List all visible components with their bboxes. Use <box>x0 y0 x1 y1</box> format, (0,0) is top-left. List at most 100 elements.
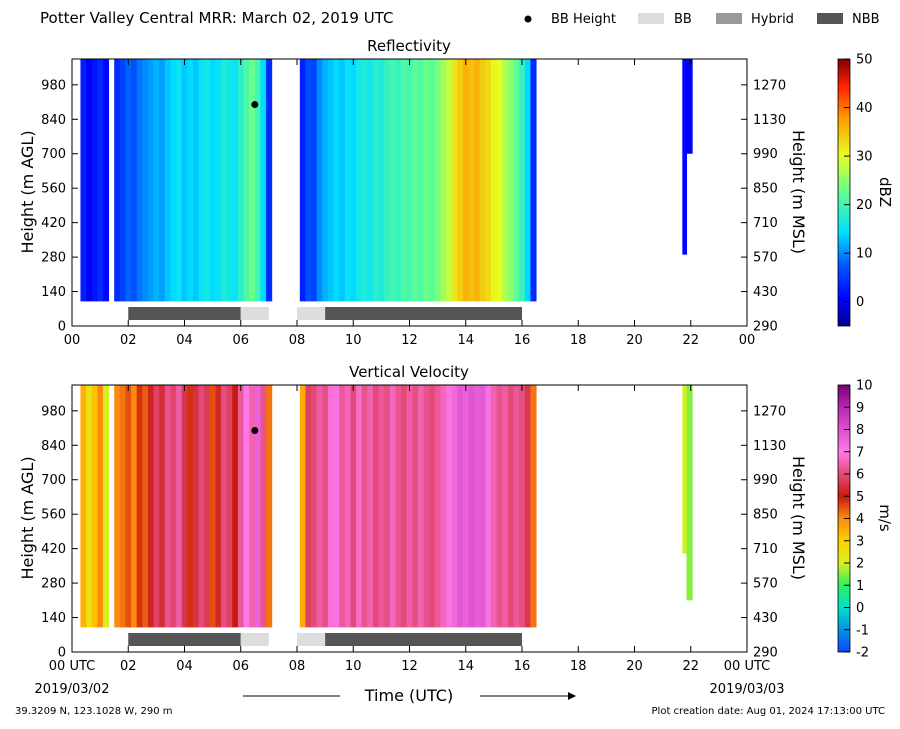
profile-column <box>423 59 430 302</box>
profile-column <box>114 59 121 302</box>
profile-column <box>496 385 503 628</box>
profile-column <box>524 59 531 302</box>
colorbar-tick-label: 20 <box>856 198 873 213</box>
profile-column <box>322 59 329 302</box>
legend-nbb-label: NBB <box>852 12 880 27</box>
profile-column <box>339 385 346 628</box>
profile-column <box>192 59 200 302</box>
legend-nbb-swatch <box>817 13 843 24</box>
reflectivity-ylabel-right: Height (m MSL) <box>789 130 808 254</box>
profile-column <box>215 385 222 628</box>
colorbar-tick-label: 0 <box>856 295 864 310</box>
profile-column <box>457 385 464 628</box>
profile-column <box>519 59 526 302</box>
x-tick-label: 00 <box>64 333 81 348</box>
bb-type-bar-nbb <box>128 633 241 646</box>
profile-column <box>384 385 391 628</box>
y-tick-label-msl: 570 <box>753 577 778 592</box>
profile-column <box>147 385 155 628</box>
y-tick-label-agl: 0 <box>58 646 66 661</box>
profile-column <box>266 59 273 302</box>
profile-column <box>429 385 436 628</box>
profile-column <box>125 385 132 628</box>
reflectivity-ylabel: Height (m AGL) <box>18 130 37 253</box>
profile-column <box>232 59 239 302</box>
profile-column <box>86 59 93 302</box>
legend-bb-label: BB <box>674 12 692 27</box>
legend-hybrid-swatch <box>716 13 742 24</box>
dbz-colorbar-ticks: 0 10 20 30 40 50 <box>844 53 873 310</box>
x-tick-label: 14 <box>457 333 474 348</box>
profile-column <box>266 385 273 628</box>
velocity-bb-height-marks <box>251 427 259 435</box>
colorbar-tick-label: -2 <box>856 646 869 661</box>
reflectivity-profiles <box>80 59 693 302</box>
velocity-ylabel: Height (m AGL) <box>18 456 37 579</box>
station-location: 39.3209 N, 123.1028 W, 290 m <box>15 706 173 717</box>
x-tick-label: 02 <box>120 659 137 674</box>
profile-column <box>221 385 228 628</box>
profile-column <box>254 385 261 628</box>
x-tick-label: 00 <box>739 333 756 348</box>
profile-column <box>367 59 374 302</box>
colorbar-tick-label: 7 <box>856 445 864 460</box>
profile-column <box>311 59 318 302</box>
profile-column <box>474 385 481 628</box>
profile-column <box>356 385 363 628</box>
bb-height-dot <box>251 427 259 435</box>
colorbar-tick-label: 6 <box>856 468 864 483</box>
profile-column <box>412 385 419 628</box>
y-tick-label-agl: 280 <box>41 251 66 266</box>
reflectivity-y-ticks-msl: 290 430 570 710 850 990 1130 1270 <box>741 78 786 335</box>
profile-column <box>327 385 335 628</box>
profile-column <box>496 59 503 302</box>
profile-column <box>474 59 481 302</box>
profile-column <box>164 59 171 302</box>
profile-column <box>440 385 447 628</box>
profile-column <box>682 59 688 255</box>
profile-column <box>164 385 171 628</box>
profile-column <box>192 385 200 628</box>
y-tick-label-msl: 430 <box>753 611 778 626</box>
profile-column <box>159 59 166 302</box>
profile-column <box>339 59 346 302</box>
profile-column <box>356 59 363 302</box>
profile-column <box>682 385 688 554</box>
profile-column <box>406 385 413 628</box>
x-tick-label: 10 <box>345 659 362 674</box>
profile-column <box>350 385 357 628</box>
profile-column <box>686 385 693 601</box>
legend: BB Height BB Hybrid NBB <box>524 12 880 27</box>
profile-column <box>412 59 419 302</box>
profile-column <box>417 385 425 628</box>
vertical-velocity-title: Vertical Velocity <box>349 363 469 381</box>
bb-type-bar-bb <box>297 633 326 646</box>
profile-column <box>446 385 453 628</box>
reflectivity-title: Reflectivity <box>367 37 451 55</box>
bb-height-dot <box>251 101 259 109</box>
profile-column <box>80 385 87 628</box>
profile-column <box>372 385 380 628</box>
reflectivity-bb-height-marks <box>251 101 259 109</box>
plot-creation-date: Plot creation date: Aug 01, 2024 17:13:0… <box>652 706 885 717</box>
profile-column <box>102 385 110 628</box>
legend-bb-height-label: BB Height <box>551 12 616 27</box>
velocity-y-ticks-msl: 290 430 570 710 850 990 1130 1270 <box>741 404 786 661</box>
profile-column <box>232 385 239 628</box>
vertical-velocity-panel: Vertical Velocity 0140280420560700840980… <box>18 363 894 674</box>
reflectivity-bb-type-bars <box>128 307 523 320</box>
profile-column <box>429 59 436 302</box>
y-tick-label-msl: 710 <box>753 542 778 557</box>
x-tick-label: 00 UTC <box>49 659 95 674</box>
y-tick-label-agl: 980 <box>41 404 66 419</box>
y-tick-label-msl: 1270 <box>753 404 786 419</box>
x-tick-label: 20 <box>626 333 643 348</box>
profile-column <box>468 385 475 628</box>
profile-column <box>91 59 98 302</box>
y-tick-label-agl: 980 <box>41 78 66 93</box>
profile-column <box>524 385 531 628</box>
profile-column <box>243 385 250 628</box>
profile-column <box>361 385 368 628</box>
colorbar-tick-label: 2 <box>856 557 864 572</box>
colorbar-tick-label: 4 <box>856 512 864 527</box>
